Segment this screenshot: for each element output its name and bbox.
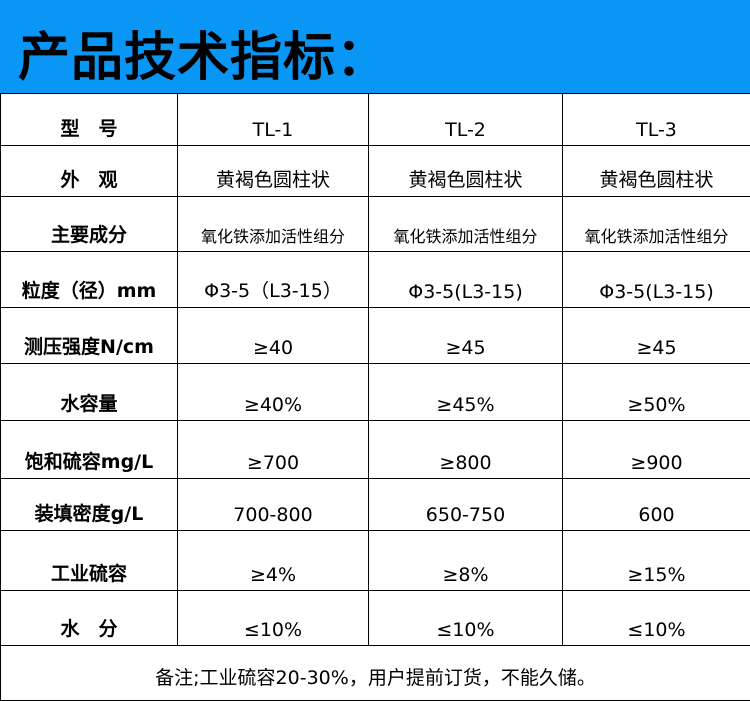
cell-value: ≤10%	[563, 591, 750, 646]
cell-value: ≥45	[563, 308, 750, 364]
cell-value: ≥900	[563, 421, 750, 479]
column-header: TL-1	[178, 94, 369, 146]
cell-value: ≤10%	[178, 591, 369, 646]
row-label: 主要成分	[1, 197, 178, 252]
cell-value: ≥40%	[178, 364, 369, 421]
table-header-row: 型 号 TL-1 TL-2 TL-3	[1, 94, 750, 146]
footnote: 备注;工业硫容20-30%，用户提前订货，不能久储。	[1, 646, 750, 701]
row-label: 饱和硫容mg/L	[1, 421, 178, 479]
cell-value: Φ3-5(L3-15)	[369, 252, 563, 308]
cell-value: ≥800	[369, 421, 563, 479]
cell-value: ≤10%	[369, 591, 563, 646]
cell-value: ≥8%	[369, 531, 563, 591]
cell-value: 氧化铁添加活性组分	[563, 197, 750, 252]
cell-value: 氧化铁添加活性组分	[369, 197, 563, 252]
row-label: 粒度（径）mm	[1, 252, 178, 308]
row-label: 测压强度N/cm	[1, 308, 178, 364]
cell-value: ≥15%	[563, 531, 750, 591]
row-label: 水 分	[1, 591, 178, 646]
cell-value: ≥45%	[369, 364, 563, 421]
title-banner: 产品技术指标：	[0, 0, 750, 93]
cell-value: 黄褐色圆柱状	[178, 146, 369, 197]
table-row: 工业硫容≥4%≥8%≥15%	[1, 531, 750, 591]
cell-value: 氧化铁添加活性组分	[178, 197, 369, 252]
column-header: TL-3	[563, 94, 750, 146]
spec-table: 型 号 TL-1 TL-2 TL-3 外 观黄褐色圆柱状黄褐色圆柱状黄褐色圆柱状…	[0, 93, 750, 701]
cell-value: ≥45	[369, 308, 563, 364]
table-row: 水容量≥40%≥45%≥50%	[1, 364, 750, 421]
table-row: 外 观黄褐色圆柱状黄褐色圆柱状黄褐色圆柱状	[1, 146, 750, 197]
table-row: 测压强度N/cm≥40≥45≥45	[1, 308, 750, 364]
cell-value: Φ3-5（L3-15）	[178, 252, 369, 308]
column-header: TL-2	[369, 94, 563, 146]
cell-value: ≥4%	[178, 531, 369, 591]
cell-value: 黄褐色圆柱状	[563, 146, 750, 197]
footnote-row: 备注;工业硫容20-30%，用户提前订货，不能久储。	[1, 646, 750, 701]
table-row: 水 分≤10%≤10%≤10%	[1, 591, 750, 646]
row-label: 外 观	[1, 146, 178, 197]
cell-value: ≥50%	[563, 364, 750, 421]
cell-value: Φ3-5(L3-15)	[563, 252, 750, 308]
row-label: 装填密度g/L	[1, 479, 178, 531]
cell-value: ≥700	[178, 421, 369, 479]
cell-value: 700-800	[178, 479, 369, 531]
table-row: 主要成分氧化铁添加活性组分氧化铁添加活性组分氧化铁添加活性组分	[1, 197, 750, 252]
row-label: 水容量	[1, 364, 178, 421]
table-row: 饱和硫容mg/L≥700≥800≥900	[1, 421, 750, 479]
header-label: 型 号	[1, 94, 178, 146]
row-label: 工业硫容	[1, 531, 178, 591]
cell-value: 600	[563, 479, 750, 531]
cell-value: 650-750	[369, 479, 563, 531]
cell-value: 黄褐色圆柱状	[369, 146, 563, 197]
page-title: 产品技术指标：	[18, 28, 389, 88]
cell-value: ≥40	[178, 308, 369, 364]
